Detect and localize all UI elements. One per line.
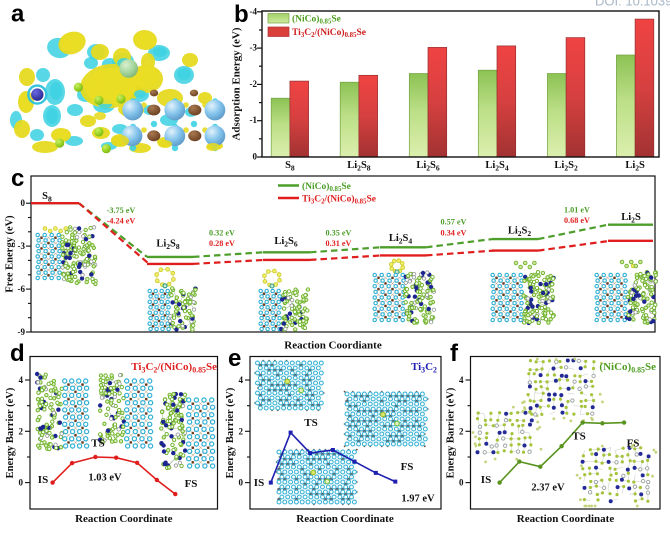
svg-text:Energy Barrier (eV): Energy Barrier (eV)	[5, 387, 16, 478]
svg-text:2: 2	[239, 426, 244, 436]
svg-text:-3: -3	[18, 241, 26, 251]
svg-text:-2: -2	[250, 79, 258, 89]
svg-text:0.68 eV: 0.68 eV	[564, 216, 590, 225]
svg-text:IS: IS	[254, 477, 264, 489]
svg-text:-4: -4	[250, 6, 258, 16]
svg-text:4: 4	[239, 375, 244, 385]
svg-text:Energy Barrier (eV): Energy Barrier (eV)	[225, 387, 236, 478]
svg-text:2: 2	[19, 426, 24, 436]
svg-text:0.32 eV: 0.32 eV	[209, 229, 235, 238]
svg-text:TS: TS	[91, 438, 104, 450]
svg-text:a: a	[11, 1, 25, 28]
svg-text:Reaction Coordinate: Reaction Coordinate	[75, 513, 173, 525]
svg-text:1.03 eV: 1.03 eV	[88, 473, 122, 484]
svg-text:0: 0	[253, 152, 258, 162]
svg-text:(NiCo)0.85Se: (NiCo)0.85Se	[302, 181, 351, 193]
svg-text:(NiCo)0.85Se: (NiCo)0.85Se	[292, 14, 341, 26]
svg-text:FS: FS	[185, 478, 198, 490]
svg-text:2: 2	[459, 426, 464, 436]
svg-text:-6: -6	[18, 284, 26, 294]
svg-text:Li2S: Li2S	[625, 160, 645, 172]
svg-text:-3: -3	[250, 43, 258, 53]
svg-text:-4.24 eV: -4.24 eV	[107, 217, 136, 226]
svg-text:Li2S: Li2S	[621, 212, 641, 224]
svg-text:0.35 eV: 0.35 eV	[326, 229, 352, 238]
svg-text:Reaction Coordinate: Reaction Coordinate	[517, 513, 615, 525]
svg-text:0: 0	[239, 478, 244, 488]
svg-text:TS: TS	[572, 431, 585, 443]
svg-text:0: 0	[459, 478, 464, 488]
svg-text:Adsorption Energy (eV): Adsorption Energy (eV)	[231, 27, 243, 140]
svg-text:0.31 eV: 0.31 eV	[326, 239, 352, 248]
svg-text:0.34 eV: 0.34 eV	[441, 229, 467, 238]
svg-text:f: f	[450, 340, 459, 367]
svg-text:TS: TS	[304, 417, 317, 429]
svg-text:4: 4	[459, 375, 464, 385]
svg-text:Energy Barrier (eV): Energy Barrier (eV)	[446, 387, 457, 478]
svg-text:e: e	[228, 345, 241, 372]
svg-text:2.37 eV: 2.37 eV	[531, 483, 565, 494]
svg-text:-1: -1	[250, 115, 258, 125]
svg-text:(NiCo)0.85Se: (NiCo)0.85Se	[599, 361, 656, 374]
svg-text:1.97 eV: 1.97 eV	[401, 494, 435, 505]
svg-text:0.28 eV: 0.28 eV	[209, 239, 235, 248]
svg-text:IS: IS	[481, 474, 491, 486]
svg-text:DOI: 10.1039/D: DOI: 10.1039/D	[595, 0, 670, 9]
svg-text:b: b	[234, 1, 249, 28]
svg-text:Free Energy (eV): Free Energy (eV)	[5, 215, 16, 293]
svg-text:-9: -9	[18, 327, 26, 337]
svg-text:-3.75 eV: -3.75 eV	[107, 206, 136, 215]
svg-text:0.57 eV: 0.57 eV	[441, 218, 467, 227]
svg-text:0: 0	[19, 478, 24, 488]
svg-text:d: d	[10, 340, 25, 367]
svg-text:1.01 eV: 1.01 eV	[564, 206, 590, 215]
svg-text:Reaction Coordiante: Reaction Coordiante	[284, 340, 382, 352]
svg-text:Reaction Coordinate: Reaction Coordinate	[296, 513, 394, 525]
svg-text:0: 0	[21, 198, 26, 208]
svg-text:IS: IS	[38, 474, 48, 486]
svg-text:FS: FS	[627, 438, 640, 450]
svg-text:4: 4	[19, 375, 24, 385]
svg-text:FS: FS	[401, 461, 414, 473]
svg-text:c: c	[11, 165, 24, 192]
